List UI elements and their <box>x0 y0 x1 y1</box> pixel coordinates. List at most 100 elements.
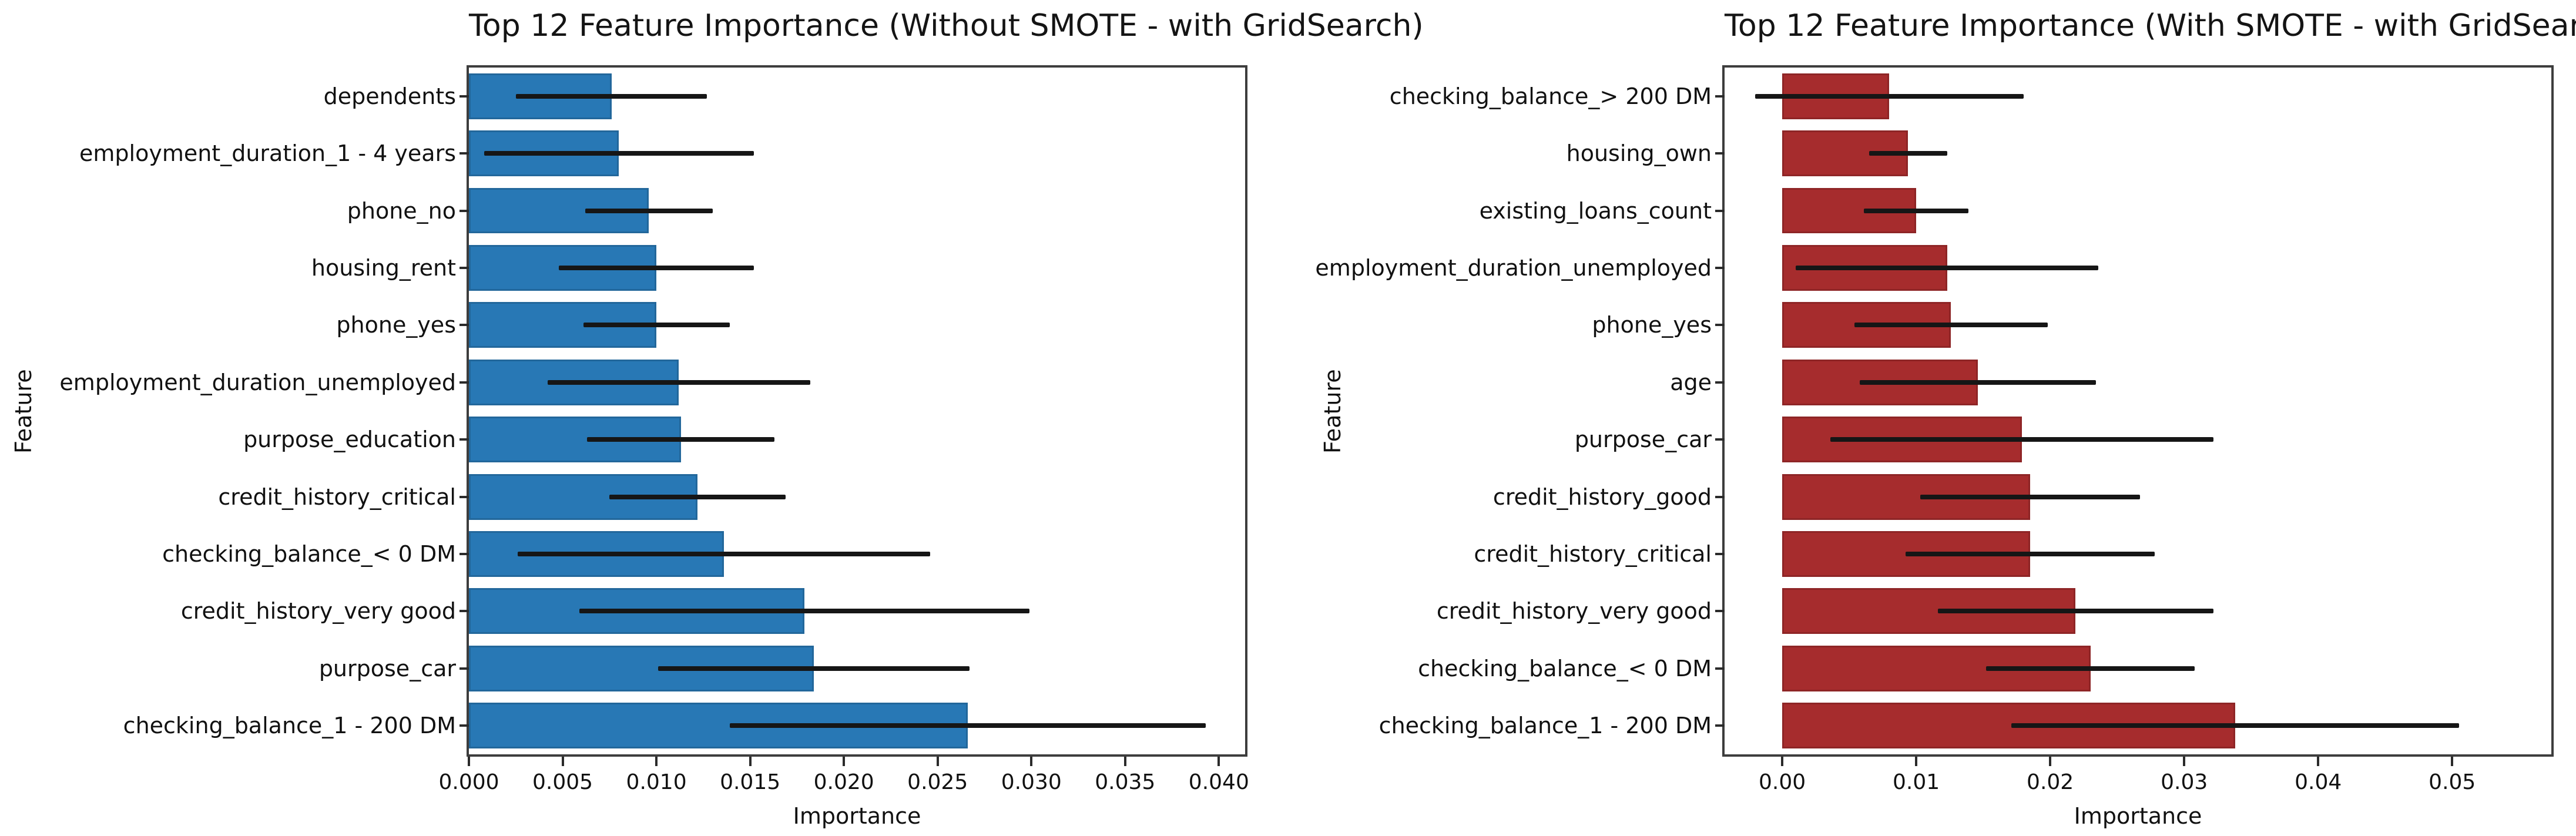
x-tick-label: 0.000 <box>438 770 499 794</box>
x-tick-mark <box>1915 757 1918 766</box>
bar <box>1782 588 2076 634</box>
y-category-label: housing_own <box>1566 140 1712 167</box>
plot-area <box>1722 65 2554 757</box>
y-tick-mark <box>459 610 469 613</box>
error-bar <box>559 265 754 270</box>
error-bar <box>1985 666 2195 671</box>
bar <box>469 645 814 691</box>
error-bar <box>1854 323 2048 328</box>
x-tick-label: 0.020 <box>813 770 874 794</box>
x-axis-label: Importance <box>793 803 921 829</box>
x-tick-label: 0.005 <box>532 770 593 794</box>
error-bar <box>658 666 970 671</box>
bar <box>469 302 657 348</box>
y-tick-mark <box>1715 553 1725 556</box>
y-tick-mark <box>459 324 469 327</box>
error-bar <box>585 208 713 213</box>
y-category-label: checking_balance_1 - 200 DM <box>123 713 456 739</box>
error-bar <box>1755 93 2024 99</box>
y-tick-mark <box>459 266 469 269</box>
error-bar <box>1905 552 2155 557</box>
x-tick-mark <box>2049 757 2052 766</box>
y-category-label: checking_balance_< 0 DM <box>162 541 456 568</box>
x-tick-label: 0.01 <box>1893 770 1940 794</box>
chart-title: Top 12 Feature Importance (With SMOTE - … <box>1725 8 2576 43</box>
x-tick-label: 0.035 <box>1095 770 1156 794</box>
bar <box>1782 187 1917 234</box>
error-bar <box>1920 494 2140 499</box>
y-category-label: phone_yes <box>1592 312 1712 338</box>
error-bar <box>729 723 1206 728</box>
x-axis-label: Importance <box>2074 803 2202 829</box>
y-category-label: purpose_car <box>318 655 456 681</box>
y-category-label: purpose_car <box>1574 427 1712 453</box>
y-category-label: employment_duration_unemployed <box>59 369 456 395</box>
x-tick-label: 0.03 <box>2161 770 2208 794</box>
y-tick-mark <box>1715 95 1725 98</box>
bar <box>469 130 619 177</box>
y-category-label: housing_rent <box>311 254 456 281</box>
bar <box>1782 130 1908 177</box>
error-bar <box>579 609 1030 614</box>
x-tick-label: 0.025 <box>907 770 968 794</box>
bar <box>1782 302 1951 348</box>
x-tick-mark <box>843 757 846 766</box>
y-category-label: checking_balance_< 0 DM <box>1418 655 1712 681</box>
x-tick-mark <box>655 757 658 766</box>
error-bar <box>1795 265 2099 270</box>
y-tick-mark <box>459 152 469 155</box>
y-category-label: credit_history_critical <box>1474 541 1712 568</box>
error-bar <box>609 494 786 499</box>
bar <box>469 703 968 749</box>
bar <box>469 531 724 577</box>
y-tick-mark <box>1715 495 1725 498</box>
y-category-label: phone_no <box>347 197 456 224</box>
bar <box>1782 531 2030 577</box>
bar <box>469 73 612 119</box>
error-bar <box>1937 609 2214 614</box>
y-axis-label: Feature <box>1320 368 1346 454</box>
bar <box>1782 73 1890 119</box>
y-tick-mark <box>459 724 469 727</box>
y-tick-mark <box>459 438 469 441</box>
x-tick-mark <box>936 757 939 766</box>
bar <box>1782 703 2235 749</box>
y-category-label: employment_duration_unemployed <box>1315 254 1712 281</box>
y-tick-mark <box>1715 209 1725 212</box>
x-tick-mark <box>1030 757 1033 766</box>
x-tick-label: 0.02 <box>2027 770 2074 794</box>
bar <box>1782 474 2030 520</box>
y-category-label: credit_history_good <box>1492 484 1712 510</box>
error-bar <box>1830 437 2214 442</box>
y-tick-mark <box>1715 610 1725 613</box>
bar <box>1782 645 2091 691</box>
y-tick-mark <box>1715 152 1725 155</box>
y-category-label: age <box>1670 369 1712 395</box>
y-category-label: credit_history_critical <box>218 484 456 510</box>
y-tick-mark <box>1715 381 1725 384</box>
x-tick-mark <box>1123 757 1126 766</box>
bar <box>469 244 657 291</box>
y-tick-mark <box>1715 667 1725 670</box>
y-tick-mark <box>459 667 469 670</box>
error-bar <box>548 380 810 385</box>
error-bar <box>1869 151 1947 156</box>
bar <box>1782 244 1947 291</box>
bar <box>469 417 681 463</box>
bar <box>1782 359 1978 405</box>
y-tick-mark <box>1715 724 1725 727</box>
error-bar <box>517 552 930 557</box>
x-tick-mark <box>1781 757 1784 766</box>
y-tick-mark <box>459 209 469 212</box>
error-bar <box>583 323 730 328</box>
y-tick-mark <box>1715 324 1725 327</box>
x-tick-label: 0.030 <box>1001 770 1062 794</box>
y-tick-mark <box>459 495 469 498</box>
bar <box>469 588 805 634</box>
y-category-label: dependents <box>323 83 456 109</box>
y-category-label: phone_yes <box>336 312 456 338</box>
bar <box>1782 417 2022 463</box>
x-tick-mark <box>749 757 752 766</box>
plot-area <box>467 65 1247 757</box>
